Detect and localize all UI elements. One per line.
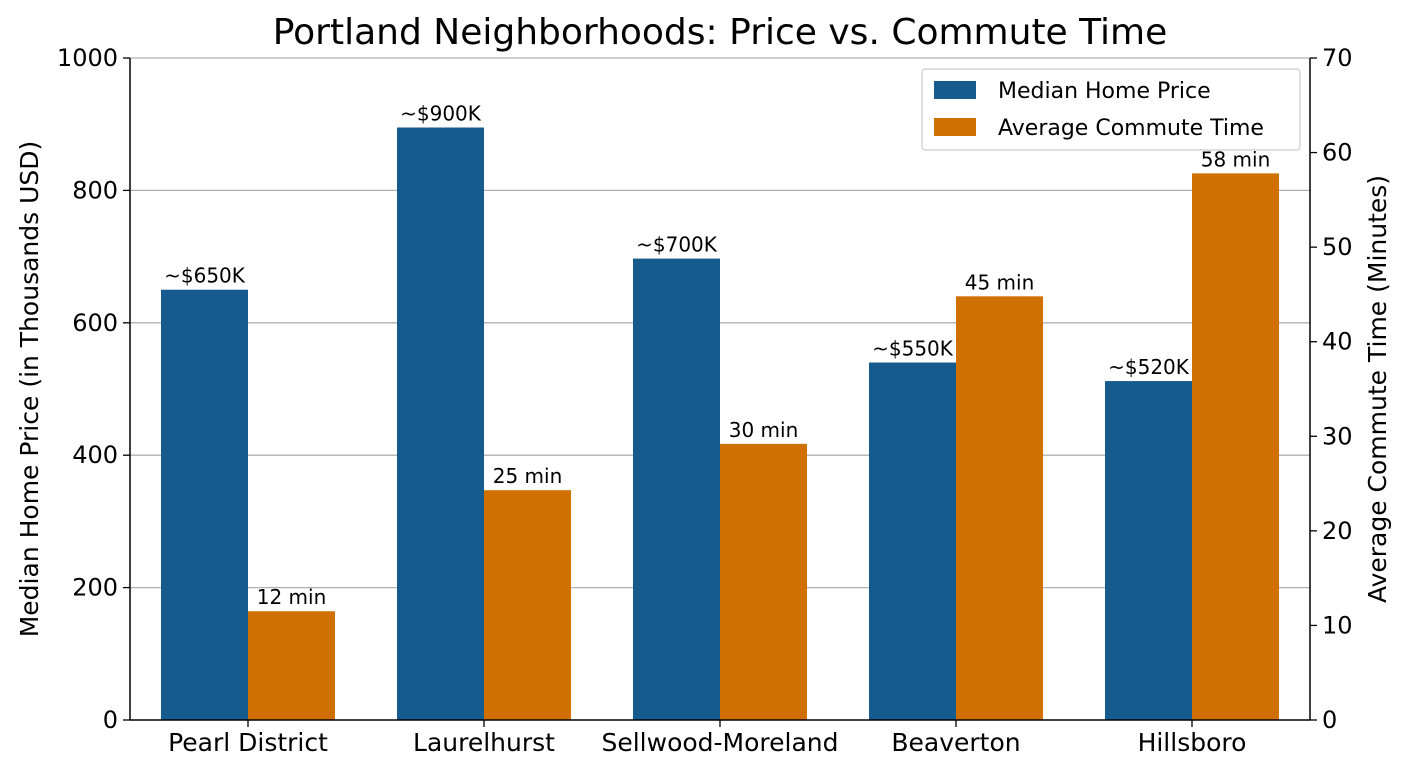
- y-tick-label-right: 70: [1322, 44, 1353, 72]
- bar-label-average-commute-time-sellwood-moreland: 30 min: [729, 418, 799, 442]
- bar-label-median-home-price-hillsboro: ~$520K: [1108, 355, 1190, 379]
- bar-label-median-home-price-beaverton: ~$550K: [872, 337, 954, 361]
- bar-label-median-home-price-pearl-district: ~$650K: [164, 264, 246, 288]
- y-axis-label-right: Average Commute Time (Minutes): [1363, 175, 1392, 603]
- legend-swatch-average-commute-time: [934, 118, 976, 136]
- legend-entry-median-home-price: Median Home Price: [998, 79, 1211, 104]
- y-tick-label-right: 20: [1322, 517, 1353, 545]
- bar-label-average-commute-time-laurelhurst: 25 min: [493, 464, 563, 488]
- right-axis-ticks: 0 10 20 30 40 50 60 70: [1310, 44, 1353, 734]
- legend-entry-average-commute-time: Average Commute Time: [998, 116, 1264, 141]
- bar-median-home-price-pearl-district: [161, 289, 248, 720]
- y-tick-label-right: 60: [1322, 139, 1353, 167]
- bar-label-average-commute-time-pearl-district: 12 min: [257, 585, 327, 609]
- bar-average-commute-time-laurelhurst: [484, 490, 571, 720]
- category-labels: Pearl District Laurelhurst Sellwood-Morela…: [168, 728, 1246, 757]
- bar-label-median-home-price-sellwood-moreland: ~$700K: [636, 233, 718, 257]
- y-tick-label-right: 40: [1322, 328, 1353, 356]
- bars: [161, 127, 1279, 720]
- y-tick-label-right: 10: [1322, 611, 1353, 639]
- category-label-pearl-district: Pearl District: [168, 728, 328, 757]
- y-tick-label-left: 400: [72, 441, 118, 469]
- bar-median-home-price-sellwood-moreland: [633, 258, 720, 720]
- category-label-laurelhurst: Laurelhurst: [413, 728, 555, 757]
- left-axis-ticks: 0 200 400 600 800 1000: [57, 44, 130, 734]
- bar-label-average-commute-time-hillsboro: 58 min: [1201, 147, 1271, 171]
- bar-label-median-home-price-laurelhurst: ~$900K: [400, 102, 482, 126]
- bar-median-home-price-laurelhurst: [397, 127, 484, 720]
- category-label-beaverton: Beaverton: [891, 728, 1020, 757]
- bar-median-home-price-hillsboro: [1105, 381, 1192, 720]
- y-tick-label-right: 0: [1322, 706, 1337, 734]
- bar-median-home-price-beaverton: [869, 362, 956, 720]
- y-tick-label-left: 800: [72, 176, 118, 204]
- category-label-sellwood-moreland: Sellwood-Moreland: [601, 728, 838, 757]
- bar-average-commute-time-hillsboro: [1192, 173, 1279, 720]
- bar-label-average-commute-time-beaverton: 45 min: [965, 270, 1035, 294]
- legend-box: [921, 68, 1301, 151]
- y-tick-label-right: 50: [1322, 233, 1353, 261]
- axes: [129, 58, 1311, 727]
- y-axis-label-left: Median Home Price (in Thousands USD): [15, 141, 44, 638]
- bar-average-commute-time-sellwood-moreland: [720, 443, 807, 720]
- category-label-hillsboro: Hillsboro: [1138, 728, 1247, 757]
- legend-swatch-median-home-price: [934, 81, 976, 99]
- y-tick-label-left: 0: [103, 706, 118, 734]
- bar-average-commute-time-pearl-district: [248, 611, 335, 720]
- chart-title: Portland Neighborhoods: Price vs. Commut…: [273, 12, 1168, 53]
- y-tick-label-right: 30: [1322, 422, 1353, 450]
- y-tick-label-left: 1000: [57, 44, 118, 72]
- y-tick-label-left: 600: [72, 309, 118, 337]
- y-tick-label-left: 200: [72, 574, 118, 602]
- bar-labels: ~$650K 12 min ~$900K 25 min ~$700K 30 min ~$55…: [164, 102, 1270, 610]
- legend: Median Home Price Average Commute Time: [921, 68, 1301, 151]
- bar-average-commute-time-beaverton: [956, 296, 1043, 720]
